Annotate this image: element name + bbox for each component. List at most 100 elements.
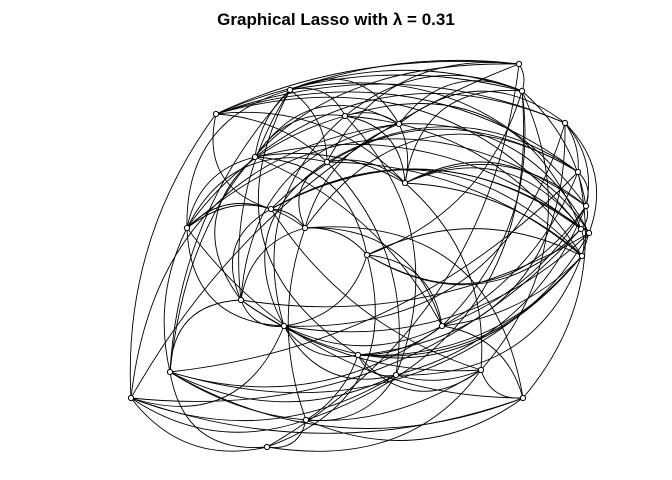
graph-edge bbox=[130, 325, 285, 407]
graph-edge bbox=[215, 83, 566, 124]
graph-node bbox=[395, 120, 403, 128]
graph-edge bbox=[270, 169, 583, 257]
graph-edge bbox=[215, 61, 520, 115]
graph-edge bbox=[215, 111, 406, 184]
graph-edge bbox=[404, 161, 590, 234]
graph-edge bbox=[305, 397, 524, 441]
graph-edge bbox=[240, 232, 590, 308]
graph-node bbox=[280, 322, 288, 330]
graph-edge bbox=[240, 255, 583, 359]
graph-edge bbox=[305, 354, 359, 421]
graph-edge bbox=[287, 227, 307, 421]
graph-node bbox=[392, 371, 400, 379]
graph-edge bbox=[564, 122, 598, 234]
graph-node bbox=[585, 229, 593, 237]
graph-edge bbox=[404, 89, 523, 184]
graph-edge bbox=[129, 113, 217, 399]
graph-edge bbox=[186, 138, 587, 229]
graph-edge bbox=[215, 113, 328, 163]
graph-edge bbox=[480, 369, 524, 399]
graph-edge bbox=[254, 104, 400, 158]
graph-edge bbox=[186, 227, 285, 327]
graph-edge bbox=[344, 103, 582, 230]
graph-edge bbox=[254, 156, 368, 256]
graph-edge bbox=[441, 325, 524, 399]
graph-edge bbox=[212, 113, 272, 210]
graph-edge bbox=[441, 90, 526, 327]
graph-edge bbox=[270, 208, 306, 229]
graph-edge bbox=[257, 89, 359, 356]
graph-node bbox=[323, 158, 331, 166]
graph-edge bbox=[130, 397, 268, 452]
graph-edge bbox=[186, 202, 272, 229]
graph-edge bbox=[344, 115, 583, 257]
graph-edge bbox=[344, 74, 523, 117]
graph-node bbox=[477, 366, 485, 374]
graph-node bbox=[302, 416, 310, 424]
graph-edge bbox=[169, 371, 397, 403]
graph-edge bbox=[522, 171, 586, 399]
graph-node bbox=[519, 394, 527, 402]
graph-edge bbox=[169, 255, 583, 394]
graph-node bbox=[561, 119, 569, 127]
graph-edge bbox=[273, 115, 346, 327]
graph-edge bbox=[564, 122, 579, 173]
graph-edge bbox=[521, 90, 587, 207]
graph-edge bbox=[283, 325, 397, 380]
graph-edge bbox=[270, 169, 590, 234]
graph-edge bbox=[240, 227, 306, 301]
graph-edge bbox=[326, 126, 579, 173]
graph-edge bbox=[264, 161, 328, 327]
graph-node bbox=[578, 252, 586, 260]
graph-node bbox=[341, 112, 349, 120]
graph-edge bbox=[395, 205, 587, 376]
graph-edge bbox=[283, 232, 590, 333]
graph-edge bbox=[186, 156, 256, 229]
graph-edge bbox=[169, 299, 242, 373]
graph-node bbox=[515, 60, 523, 68]
graph-edge bbox=[130, 228, 582, 402]
graph-edge bbox=[169, 325, 443, 388]
graph-edge bbox=[266, 369, 482, 452]
graph-node bbox=[127, 394, 135, 402]
graph-edge bbox=[289, 78, 400, 125]
graph-node bbox=[301, 224, 309, 232]
graph-edge bbox=[215, 91, 579, 173]
graph-edge bbox=[215, 96, 582, 230]
graph-edge bbox=[254, 143, 582, 230]
graph-node bbox=[518, 87, 526, 95]
graph-edge bbox=[357, 232, 590, 357]
graph-edge bbox=[305, 374, 397, 422]
graph-edge bbox=[518, 63, 525, 92]
graph-edge bbox=[366, 228, 582, 286]
graph-node bbox=[363, 251, 371, 259]
graph-node bbox=[574, 168, 582, 176]
graph-edge bbox=[398, 123, 590, 234]
graph-edge bbox=[304, 226, 524, 399]
graph-edge bbox=[357, 255, 583, 356]
graph-edge bbox=[130, 397, 307, 433]
graph-edge bbox=[186, 157, 328, 229]
graph-node bbox=[582, 202, 590, 210]
graph-edge bbox=[404, 163, 587, 207]
graph-node bbox=[263, 443, 271, 451]
graph-edge bbox=[395, 232, 590, 376]
graph-edge bbox=[232, 208, 272, 301]
graph-edge bbox=[238, 89, 291, 301]
graph-edge bbox=[404, 182, 483, 371]
graph-edge bbox=[441, 255, 583, 327]
graph-edge bbox=[240, 299, 285, 327]
graph-edge bbox=[304, 123, 400, 229]
graph-node bbox=[438, 322, 446, 330]
graph-node bbox=[212, 110, 220, 118]
graph-node bbox=[183, 224, 191, 232]
graph-edge bbox=[163, 227, 188, 373]
graph-edge bbox=[304, 227, 443, 327]
graph-node bbox=[251, 153, 259, 161]
graph-edge bbox=[404, 167, 582, 230]
graph-edge bbox=[270, 208, 482, 371]
graph-edge bbox=[130, 123, 400, 399]
graph-edge bbox=[266, 419, 307, 448]
graph-edge bbox=[366, 228, 583, 257]
